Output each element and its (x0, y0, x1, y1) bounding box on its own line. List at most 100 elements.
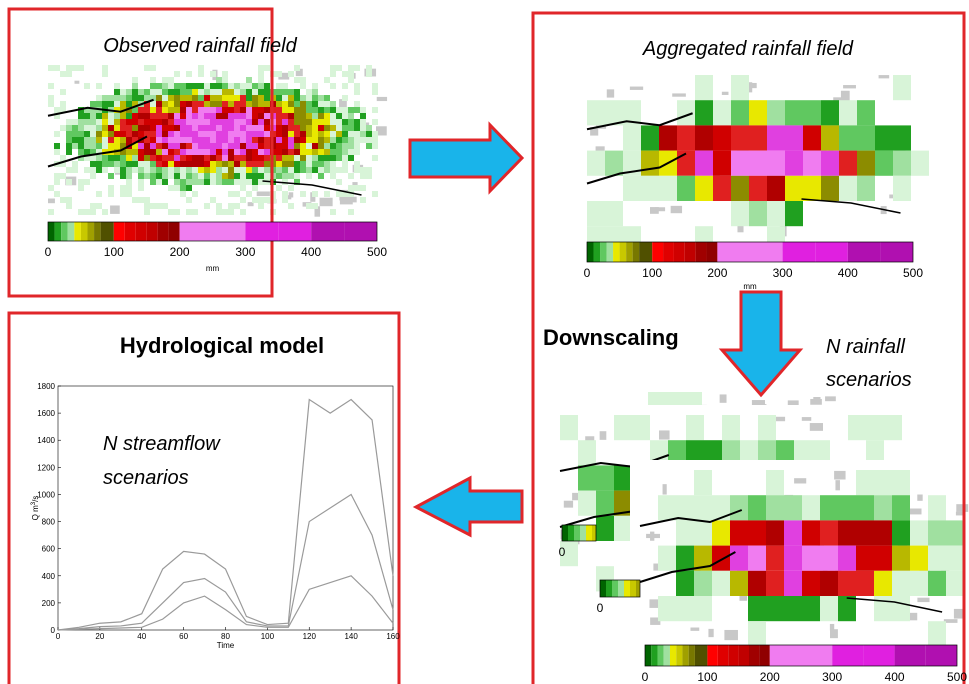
map-cell (354, 161, 360, 167)
map-cell (258, 203, 264, 209)
map-cell (216, 203, 222, 209)
map-cell (264, 155, 270, 161)
map-cell (252, 125, 258, 131)
map-cell (282, 119, 288, 125)
y-tick-label: 1600 (37, 409, 55, 418)
map-cell (748, 520, 766, 545)
map-cell (336, 119, 342, 125)
colorbar-segment (770, 645, 801, 666)
colorbar-segment (101, 222, 114, 241)
map-cell (372, 83, 378, 89)
map-cell (276, 101, 282, 107)
map-cell (587, 100, 605, 125)
map-cell (234, 173, 240, 179)
map-cell (282, 83, 288, 89)
map-cell (712, 546, 730, 571)
map-cell (126, 125, 132, 131)
map-cell (324, 77, 330, 83)
map-cell (258, 65, 264, 71)
map-cell (294, 125, 300, 131)
map-cell (839, 100, 857, 125)
map-cell (587, 151, 605, 176)
map-cell (240, 167, 246, 173)
arrow-down (722, 292, 800, 395)
map-cell (330, 113, 336, 119)
map-cell (216, 149, 222, 155)
map-cell (300, 77, 306, 83)
map-cell (312, 191, 318, 197)
map-cell (186, 95, 192, 101)
map-cell (264, 131, 270, 137)
map-cell (186, 143, 192, 149)
map-cell (856, 470, 874, 495)
map-cell (174, 131, 180, 137)
map-cell (216, 131, 222, 137)
map-cell (66, 137, 72, 143)
map-cell (54, 131, 60, 137)
map-cell (372, 143, 378, 149)
map-cell (766, 470, 784, 495)
map-cell (838, 571, 856, 596)
map-cell (264, 65, 270, 71)
map-cell (222, 119, 228, 125)
colorbar-segment (562, 525, 568, 541)
map-cell (144, 65, 150, 71)
map-cell (102, 131, 108, 137)
map-cell (108, 101, 114, 107)
map-cell (264, 107, 270, 113)
map-cell (276, 95, 282, 101)
map-cell (252, 83, 258, 89)
map-cell (210, 101, 216, 107)
map-cell (66, 179, 72, 185)
map-cell (330, 209, 336, 215)
map-cell (306, 107, 312, 113)
map-cell (874, 470, 892, 495)
map-cell (252, 167, 258, 173)
map-cell (144, 149, 150, 155)
map-cell (366, 71, 372, 77)
y-tick-label: 400 (42, 572, 56, 581)
map-cell (330, 101, 336, 107)
map-cell (658, 596, 676, 621)
map-cell (228, 167, 234, 173)
map-cell (210, 149, 216, 155)
map-cell (174, 167, 180, 173)
map-cell (186, 71, 192, 77)
map-cell (258, 71, 264, 77)
map-cell (78, 185, 84, 191)
map-cell (336, 137, 342, 143)
map-cell (258, 95, 264, 101)
map-cell (360, 131, 366, 137)
map-cell (216, 83, 222, 89)
map-cell (258, 179, 264, 185)
map-cell (288, 137, 294, 143)
map-cell (288, 119, 294, 125)
map-cell (713, 151, 731, 176)
map-cell (240, 179, 246, 185)
map-cell (162, 77, 168, 83)
map-cell (198, 95, 204, 101)
map-cell (78, 137, 84, 143)
map-cell (204, 203, 210, 209)
map-cell (222, 179, 228, 185)
map-cell (180, 131, 186, 137)
map-cell (228, 143, 234, 149)
map-cell (330, 155, 336, 161)
map-cell (96, 119, 102, 125)
map-cell (348, 149, 354, 155)
map-cell (228, 83, 234, 89)
map-cell (605, 201, 623, 226)
map-cell (198, 155, 204, 161)
map-cell (312, 113, 318, 119)
map-cell (306, 143, 312, 149)
map-cell (210, 95, 216, 101)
map-cell (324, 167, 330, 173)
map-cell (216, 143, 222, 149)
map-cell (306, 89, 312, 95)
map-cell (282, 167, 288, 173)
map-cell (264, 197, 270, 203)
map-cell (84, 119, 90, 125)
map-cell (312, 125, 318, 131)
colorbar-tick-label: 100 (697, 670, 717, 684)
map-cell (138, 155, 144, 161)
